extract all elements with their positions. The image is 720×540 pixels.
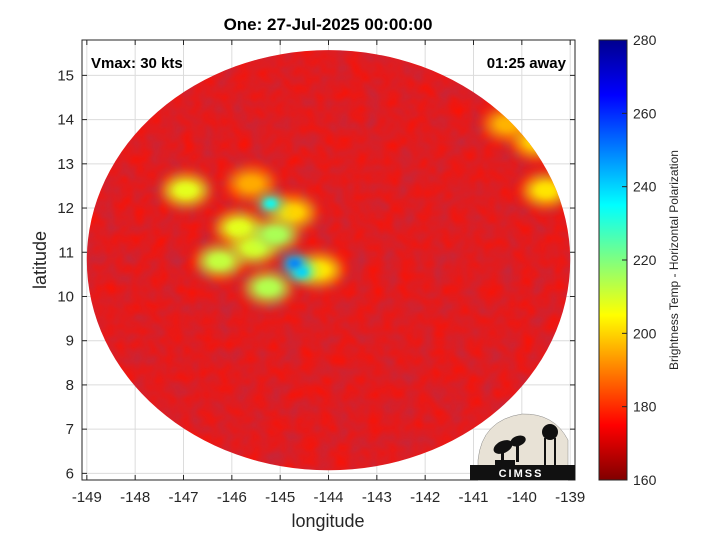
logo-text: CIMSS	[499, 468, 544, 480]
colorbar-tick-label-180: 180	[633, 399, 657, 415]
x-tick-label--139: -139	[555, 489, 585, 506]
y-tick-label-8: 8	[66, 377, 74, 394]
x-tick-label--142: -142	[410, 489, 440, 506]
y-tick-label-13: 13	[57, 156, 74, 173]
colorbar-tick-label-220: 220	[633, 252, 657, 268]
feature-core-12	[264, 199, 277, 208]
colorbar: 160 180 200 220 240 260 280 Brightness Temp - …	[598, 32, 681, 488]
y-tick-label-14: 14	[57, 112, 74, 129]
vmax-annotation: Vmax: 30 kts	[91, 55, 183, 72]
colorbar-ticks: 160 180 200 220 240 260 280	[622, 32, 657, 488]
colorbar-tick-label-240: 240	[633, 179, 657, 195]
x-tick-label--141: -141	[458, 489, 488, 506]
y-tick-label-15: 15	[57, 67, 74, 84]
feature-core-0	[240, 176, 263, 191]
y-axis-label: latitude	[30, 231, 50, 289]
colorbar-label: Brightness Temp - Horizontal Polarizatio…	[667, 150, 681, 370]
cimss-logo: CIMSS	[470, 413, 575, 481]
swath-features	[86, 50, 571, 471]
feature-core-10	[257, 280, 280, 295]
x-tick-label--145: -145	[265, 489, 295, 506]
x-tick-label--143: -143	[362, 489, 392, 506]
colorbar-tick-label-260: 260	[633, 105, 657, 121]
colorbar-tick-label-200: 200	[633, 325, 657, 341]
y-tick-label-9: 9	[66, 333, 74, 350]
feature-core-9	[208, 254, 231, 269]
colorbar-tick-label-160: 160	[633, 472, 657, 488]
x-tick-label--146: -146	[217, 489, 247, 506]
x-axis-label: longitude	[291, 511, 364, 531]
x-tick-label--140: -140	[507, 489, 537, 506]
x-tick-label--144: -144	[313, 489, 343, 506]
x-tick-label--147: -147	[168, 489, 198, 506]
colorbar-tick-label-280: 280	[633, 32, 657, 48]
y-tick-label-6: 6	[66, 465, 74, 482]
x-tick-label--148: -148	[120, 489, 150, 506]
y-tick-label-11: 11	[58, 244, 74, 261]
y-tick-label-10: 10	[57, 288, 74, 305]
feature-core-6	[228, 220, 251, 235]
chart-title: One: 27-Jul-2025 00:00:00	[224, 15, 433, 34]
y-tick-label-12: 12	[57, 200, 74, 217]
x-tick-label--149: -149	[72, 489, 102, 506]
swath-layer	[86, 50, 571, 471]
feature-core-5	[535, 183, 557, 198]
y-tick-label-7: 7	[66, 421, 74, 438]
feature-core-7	[174, 183, 197, 198]
feature-core-2	[281, 205, 304, 220]
feature-core-11	[264, 227, 287, 242]
feature-core-14	[288, 259, 301, 268]
axis-ticks: -149 -148 -147 -146 -145 -144 -143 -142 -141 -140…	[57, 40, 585, 506]
time-offset-annotation: 01:25 away	[487, 55, 567, 72]
